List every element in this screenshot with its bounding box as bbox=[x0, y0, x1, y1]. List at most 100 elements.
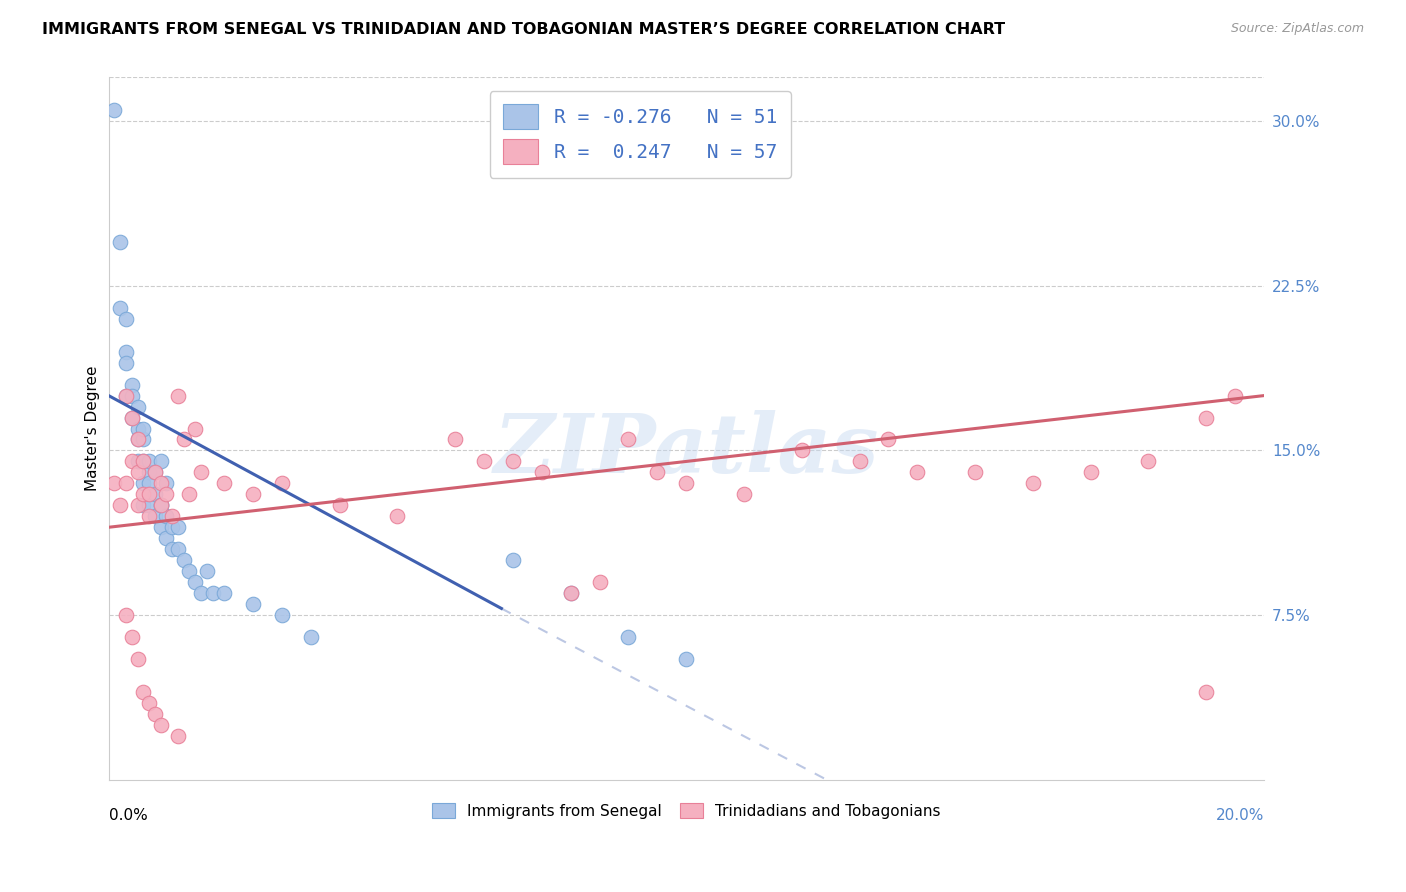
Point bbox=[138, 454, 160, 468]
Point bbox=[905, 466, 928, 480]
Point bbox=[1223, 389, 1246, 403]
Point bbox=[115, 608, 138, 623]
Point bbox=[155, 476, 177, 491]
Point bbox=[190, 466, 212, 480]
Text: Source: ZipAtlas.com: Source: ZipAtlas.com bbox=[1230, 22, 1364, 36]
Point bbox=[115, 356, 138, 370]
Point bbox=[108, 301, 131, 315]
Point bbox=[1022, 476, 1045, 491]
Point bbox=[271, 608, 294, 623]
Point bbox=[190, 586, 212, 600]
Point bbox=[155, 531, 177, 545]
Point bbox=[167, 389, 190, 403]
Point bbox=[138, 509, 160, 524]
Point bbox=[329, 499, 352, 513]
Point bbox=[242, 597, 264, 611]
Point bbox=[115, 476, 138, 491]
Point bbox=[103, 103, 125, 118]
Point bbox=[132, 499, 155, 513]
Text: 0.0%: 0.0% bbox=[108, 808, 148, 823]
Point bbox=[138, 476, 160, 491]
Point bbox=[242, 487, 264, 501]
Point bbox=[138, 487, 160, 501]
Point bbox=[108, 235, 131, 249]
Point bbox=[121, 454, 143, 468]
Point bbox=[132, 454, 155, 468]
Point bbox=[560, 586, 582, 600]
Point bbox=[184, 421, 207, 435]
Point bbox=[143, 466, 166, 480]
Legend: Immigrants from Senegal, Trinidadians and Tobagonians: Immigrants from Senegal, Trinidadians an… bbox=[426, 797, 946, 824]
Point bbox=[271, 476, 294, 491]
Point bbox=[733, 487, 755, 501]
Point bbox=[502, 553, 524, 567]
Point bbox=[617, 630, 640, 644]
Point bbox=[132, 421, 155, 435]
Point bbox=[1137, 454, 1160, 468]
Point bbox=[184, 575, 207, 590]
Point bbox=[173, 553, 195, 567]
Point bbox=[212, 476, 235, 491]
Point bbox=[790, 443, 813, 458]
Point bbox=[121, 630, 143, 644]
Point bbox=[143, 466, 166, 480]
Point bbox=[155, 487, 177, 501]
Point bbox=[127, 421, 149, 435]
Point bbox=[530, 466, 553, 480]
Point bbox=[963, 466, 986, 480]
Point bbox=[160, 520, 183, 534]
Y-axis label: Master's Degree: Master's Degree bbox=[86, 366, 100, 491]
Point bbox=[149, 454, 172, 468]
Point bbox=[132, 685, 155, 699]
Point bbox=[195, 564, 218, 578]
Point bbox=[138, 696, 160, 710]
Point bbox=[121, 410, 143, 425]
Point bbox=[138, 499, 160, 513]
Point bbox=[132, 454, 155, 468]
Point bbox=[121, 389, 143, 403]
Point bbox=[121, 377, 143, 392]
Point bbox=[848, 454, 870, 468]
Point bbox=[127, 400, 149, 414]
Point bbox=[179, 487, 201, 501]
Point bbox=[1080, 466, 1102, 480]
Point bbox=[115, 389, 138, 403]
Point bbox=[560, 586, 582, 600]
Point bbox=[675, 476, 697, 491]
Point bbox=[132, 487, 155, 501]
Point bbox=[155, 509, 177, 524]
Point bbox=[1195, 685, 1218, 699]
Point bbox=[647, 466, 669, 480]
Point bbox=[201, 586, 224, 600]
Point bbox=[160, 542, 183, 557]
Point bbox=[444, 433, 467, 447]
Text: IMMIGRANTS FROM SENEGAL VS TRINIDADIAN AND TOBAGONIAN MASTER’S DEGREE CORRELATIO: IMMIGRANTS FROM SENEGAL VS TRINIDADIAN A… bbox=[42, 22, 1005, 37]
Point bbox=[143, 509, 166, 524]
Point bbox=[173, 433, 195, 447]
Point bbox=[127, 499, 149, 513]
Point bbox=[299, 630, 322, 644]
Point bbox=[167, 520, 190, 534]
Point bbox=[121, 410, 143, 425]
Point bbox=[115, 389, 138, 403]
Point bbox=[167, 542, 190, 557]
Point bbox=[149, 520, 172, 534]
Point bbox=[179, 564, 201, 578]
Point bbox=[138, 466, 160, 480]
Point bbox=[115, 344, 138, 359]
Point bbox=[149, 499, 172, 513]
Point bbox=[143, 487, 166, 501]
Point bbox=[132, 433, 155, 447]
Point bbox=[387, 509, 409, 524]
Point bbox=[472, 454, 495, 468]
Point bbox=[588, 575, 610, 590]
Point bbox=[149, 499, 172, 513]
Point bbox=[149, 499, 172, 513]
Point bbox=[212, 586, 235, 600]
Point bbox=[149, 717, 172, 731]
Point bbox=[108, 499, 131, 513]
Point bbox=[127, 466, 149, 480]
Point bbox=[675, 652, 697, 666]
Point bbox=[167, 729, 190, 743]
Text: 20.0%: 20.0% bbox=[1216, 808, 1264, 823]
